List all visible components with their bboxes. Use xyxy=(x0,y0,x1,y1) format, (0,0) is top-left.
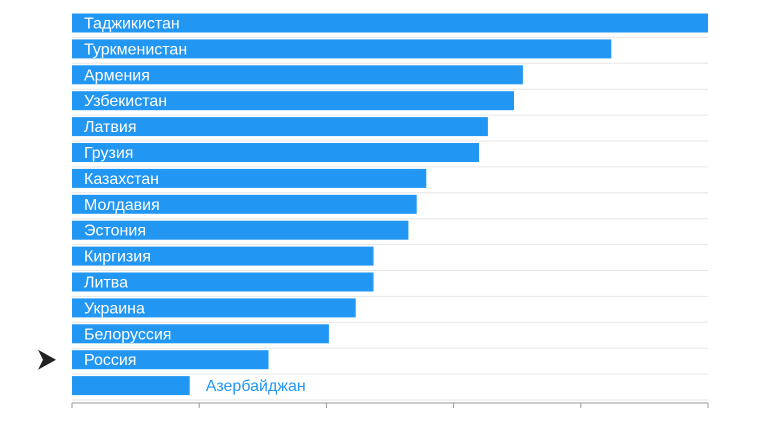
highlight-arrow-icon xyxy=(38,349,56,370)
bar-label-9: Киргизия xyxy=(84,249,151,266)
bar-label-12: Белоруссия xyxy=(84,326,171,343)
bar-label-1: Туркменистан xyxy=(84,41,187,58)
bar-label-13: Россия xyxy=(84,352,136,369)
bar-9 xyxy=(72,246,374,266)
bar-6 xyxy=(72,168,427,188)
bar-label-0: Таджикистан xyxy=(84,16,180,33)
bar-label-2: Армения xyxy=(84,67,150,84)
bar-12 xyxy=(72,324,329,344)
gridlines xyxy=(72,36,708,401)
bar-11 xyxy=(72,298,356,318)
bar-label-6: Казахстан xyxy=(84,171,159,188)
bar-label-10: Литва xyxy=(84,275,128,292)
bar-label-3: Узбекистан xyxy=(84,93,167,110)
bars xyxy=(72,13,708,396)
bar-0 xyxy=(72,13,708,33)
bar-2 xyxy=(72,65,523,85)
bar-14 xyxy=(72,376,190,396)
bar-label-7: Молдавия xyxy=(84,197,160,214)
bar-8 xyxy=(72,220,409,240)
bar-3 xyxy=(72,91,514,111)
bar-13 xyxy=(72,350,269,370)
x-axis-ticks xyxy=(71,403,709,408)
bar-5 xyxy=(72,143,479,162)
bar-1 xyxy=(72,39,612,59)
bar-labels: Таджикистан Туркменистан Армения Узбекистан… xyxy=(84,16,306,396)
bar-10 xyxy=(72,272,374,292)
bar-label-11: Украина xyxy=(84,300,145,317)
bar-4 xyxy=(72,117,488,137)
bar-label-8: Эстония xyxy=(84,223,146,240)
bar-label-5: Грузия xyxy=(84,145,133,162)
bar-7 xyxy=(72,194,417,214)
bar-label-4: Латвия xyxy=(84,119,136,136)
bar-label-14: Азербайджан xyxy=(206,378,306,395)
